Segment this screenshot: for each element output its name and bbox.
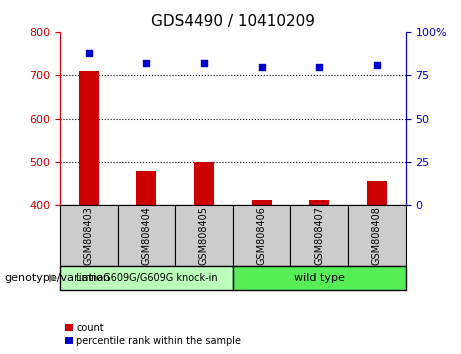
- Text: GSM808408: GSM808408: [372, 206, 382, 265]
- Text: LmnaG609G/G609G knock-in: LmnaG609G/G609G knock-in: [76, 273, 217, 283]
- Bar: [79, 71, 99, 205]
- Point: [258, 64, 266, 69]
- Bar: [136, 171, 156, 205]
- Point: [85, 50, 92, 56]
- Legend: count, percentile rank within the sample: count, percentile rank within the sample: [65, 323, 242, 346]
- Text: ▶: ▶: [49, 273, 58, 283]
- Title: GDS4490 / 10410209: GDS4490 / 10410209: [151, 14, 315, 29]
- Bar: [194, 162, 214, 205]
- Bar: [290, 205, 348, 266]
- Text: wild type: wild type: [294, 273, 345, 283]
- Point: [373, 62, 381, 68]
- Bar: [233, 266, 406, 290]
- Point: [200, 60, 207, 66]
- Text: genotype/variation: genotype/variation: [5, 273, 111, 283]
- Bar: [367, 182, 387, 205]
- Point: [142, 60, 150, 66]
- Bar: [175, 205, 233, 266]
- Text: GSM808407: GSM808407: [314, 206, 324, 265]
- Bar: [118, 205, 175, 266]
- Bar: [60, 205, 118, 266]
- Text: GSM808406: GSM808406: [257, 206, 266, 265]
- Bar: [60, 266, 233, 290]
- Bar: [252, 200, 272, 205]
- Text: GSM808405: GSM808405: [199, 206, 209, 265]
- Bar: [233, 205, 290, 266]
- Bar: [348, 205, 406, 266]
- Text: GSM808403: GSM808403: [84, 206, 94, 265]
- Point: [315, 64, 323, 69]
- Bar: [309, 200, 329, 205]
- Text: GSM808404: GSM808404: [142, 206, 151, 265]
